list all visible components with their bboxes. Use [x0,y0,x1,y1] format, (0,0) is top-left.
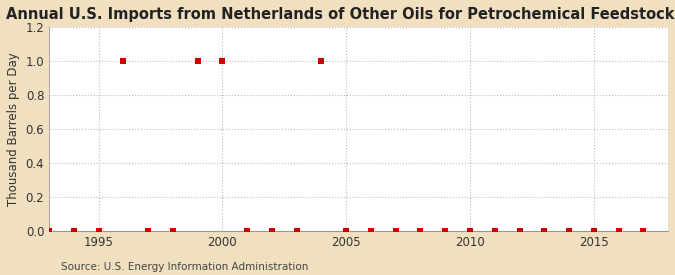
Point [366,229,377,233]
Point [341,229,352,233]
Point [292,229,302,233]
Point [192,59,203,64]
Point [589,229,599,233]
Point [242,229,252,233]
Point [118,59,129,64]
Point [316,59,327,64]
Point [217,59,228,64]
Point [514,229,525,233]
Point [638,229,649,233]
Point [142,229,153,233]
Point [564,229,574,233]
Point [93,229,104,233]
Point [464,229,475,233]
Y-axis label: Thousand Barrels per Day: Thousand Barrels per Day [7,52,20,206]
Point [68,229,79,233]
Point [167,229,178,233]
Point [44,229,55,233]
Point [539,229,549,233]
Point [613,229,624,233]
Point [267,229,277,233]
Point [390,229,401,233]
Title: Annual U.S. Imports from Netherlands of Other Oils for Petrochemical Feedstock U: Annual U.S. Imports from Netherlands of … [6,7,675,22]
Point [415,229,426,233]
Point [489,229,500,233]
Text: Source: U.S. Energy Information Administration: Source: U.S. Energy Information Administ… [61,262,308,272]
Point [440,229,451,233]
